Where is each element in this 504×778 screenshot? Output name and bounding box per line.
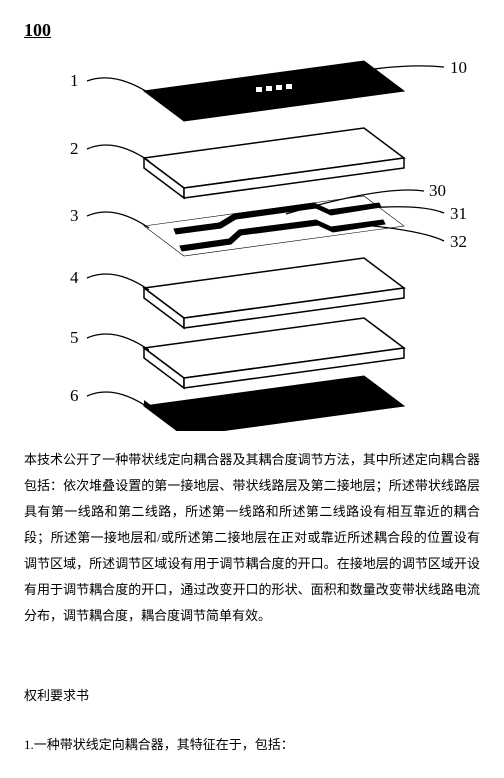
callout-6: 6 [70,386,79,405]
figure-number: 100 [24,20,480,41]
callout-5: 5 [70,328,79,347]
callout-32: 32 [450,232,467,251]
claim-1: 1.一种带状线定向耦合器，其特征在于，包括： [24,732,480,758]
abstract-text: 本技术公开了一种带状线定向耦合器及其耦合度调节方法，其中所述定向耦合器包括：依次… [24,447,480,629]
layer-2-dielectric [144,128,404,198]
exploded-diagram: 1 2 3 4 5 6 10 30 31 32 [24,51,480,431]
callout-31: 31 [450,204,467,223]
layer-4-dielectric [144,258,404,328]
callout-30: 30 [429,181,446,200]
callout-10: 10 [450,58,467,77]
callout-4: 4 [70,268,79,287]
callout-1: 1 [70,71,79,90]
callout-2: 2 [70,139,79,158]
claims-heading: 权利要求书 [24,685,480,704]
callout-3: 3 [70,206,79,225]
layer-3-stripline [144,196,404,256]
